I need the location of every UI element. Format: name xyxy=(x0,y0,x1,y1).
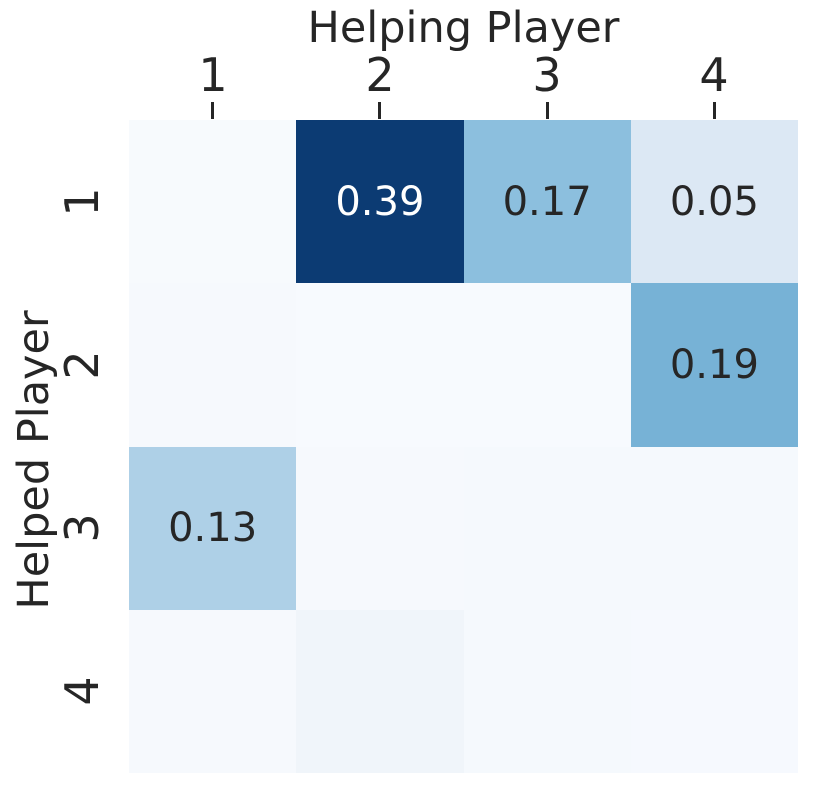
x-tick-mark-2 xyxy=(378,102,381,119)
heatmap-cell-r3c1: 0.13 xyxy=(129,446,297,610)
y-tick-label-2: 2 xyxy=(55,350,109,380)
heatmap-cell-r3c4 xyxy=(630,446,798,610)
heatmap-cell-r3c3 xyxy=(463,446,631,610)
y-tick-label-4: 4 xyxy=(55,676,109,706)
heatmap-cell-r1c4: 0.05 xyxy=(630,120,798,284)
heatmap-cell-r4c3 xyxy=(463,609,631,773)
heatmap-grid: 0.39 0.17 0.05 0.19 0.13 xyxy=(129,120,798,773)
heatmap-cell-r3c2 xyxy=(296,446,464,610)
heatmap-cell-r1c3: 0.17 xyxy=(463,120,631,284)
x-tick-label-3: 3 xyxy=(532,48,562,102)
x-tick-label-2: 2 xyxy=(365,48,395,102)
heatmap-cell-r2c4: 0.19 xyxy=(630,283,798,447)
heatmap-cell-r1c1 xyxy=(129,120,297,284)
x-tick-label-1: 1 xyxy=(198,48,228,102)
heatmap-cell-r2c1 xyxy=(129,283,297,447)
y-tick-label-1: 1 xyxy=(55,187,109,217)
chart-title: Helping Player xyxy=(307,3,620,53)
heatmap-cell-r2c3 xyxy=(463,283,631,447)
heatmap-cell-r1c2: 0.39 xyxy=(296,120,464,284)
x-tick-label-4: 4 xyxy=(699,48,729,102)
heatmap-cell-r2c2 xyxy=(296,283,464,447)
y-tick-label-3: 3 xyxy=(55,513,109,543)
heatmap-cell-r4c1 xyxy=(129,609,297,773)
heatmap-cell-r4c2 xyxy=(296,609,464,773)
x-tick-mark-4 xyxy=(713,102,716,119)
x-tick-mark-3 xyxy=(546,102,549,119)
y-axis-label: Helped Player xyxy=(9,310,59,610)
heatmap-cell-r4c4 xyxy=(630,609,798,773)
x-tick-mark-1 xyxy=(211,102,214,119)
